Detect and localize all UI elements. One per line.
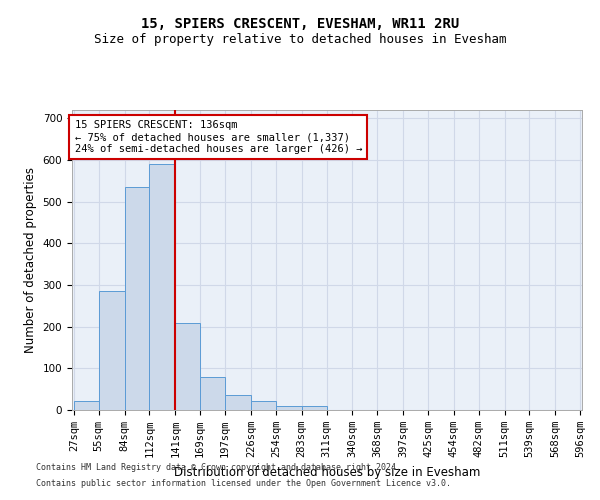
Text: Contains public sector information licensed under the Open Government Licence v3: Contains public sector information licen… <box>36 478 451 488</box>
Bar <box>225 396 251 410</box>
Text: Size of property relative to detached houses in Evesham: Size of property relative to detached ho… <box>94 32 506 46</box>
Y-axis label: Number of detached properties: Number of detached properties <box>24 167 37 353</box>
Text: 15 SPIERS CRESCENT: 136sqm
← 75% of detached houses are smaller (1,337)
24% of s: 15 SPIERS CRESCENT: 136sqm ← 75% of deta… <box>74 120 362 154</box>
Bar <box>302 406 326 410</box>
Bar <box>99 291 125 410</box>
Text: 15, SPIERS CRESCENT, EVESHAM, WR11 2RU: 15, SPIERS CRESCENT, EVESHAM, WR11 2RU <box>141 18 459 32</box>
Bar <box>175 322 200 410</box>
Text: Contains HM Land Registry data © Crown copyright and database right 2024.: Contains HM Land Registry data © Crown c… <box>36 464 401 472</box>
Bar <box>74 401 99 410</box>
Bar <box>200 376 225 410</box>
Bar <box>276 406 302 410</box>
Bar <box>251 401 276 410</box>
Bar <box>149 164 175 410</box>
Bar <box>125 187 149 410</box>
X-axis label: Distribution of detached houses by size in Evesham: Distribution of detached houses by size … <box>174 466 480 478</box>
